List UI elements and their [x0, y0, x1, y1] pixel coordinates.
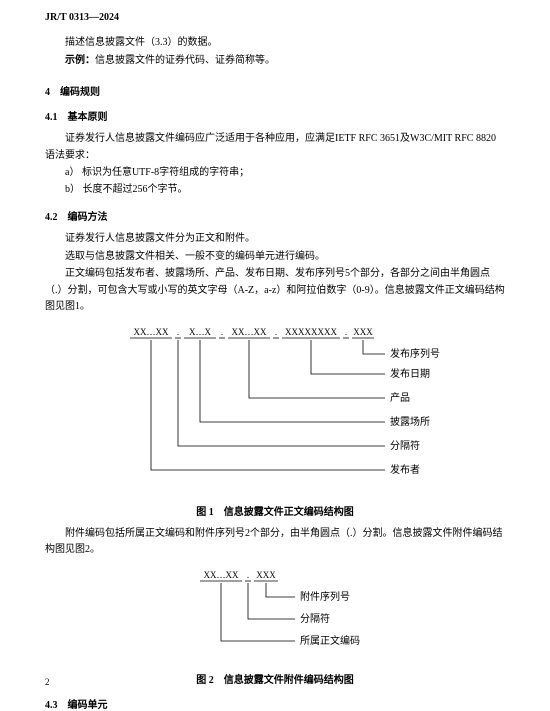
s41-p1: 证券发行人信息披露文件编码应广泛适用于各种应用，应满足IETF RFC 3651… — [45, 131, 505, 164]
fig1-dot4: . — [345, 327, 347, 337]
section-4-num: 4 — [45, 87, 50, 98]
fig1-label-3: 产品 — [390, 391, 410, 404]
section-4-2-heading: 4.2 编码方法 — [45, 208, 505, 223]
fig2-dot: . — [247, 570, 249, 580]
fig1-seg5: XXX — [353, 327, 373, 337]
intro-line: 描述信息披露文件（3.3）的数据。 — [45, 35, 505, 51]
fig1-label-5: 分隔符 — [390, 439, 420, 452]
fig1-label-6: 发布者 — [390, 463, 420, 476]
fig2-seg1: XX…XX — [204, 570, 239, 580]
fig1-dot1: . — [177, 327, 179, 337]
figure-1-svg: XX…XX . X…X . XX…XX . XXXXXXXX . XXX — [110, 324, 440, 494]
page-content: JR/T 0313—2024 描述信息披露文件（3.3）的数据。 示例：信息披露… — [0, 0, 550, 711]
intro-example: 示例：信息披露文件的证券代码、证券简称等。 — [45, 53, 505, 69]
fig1-dot2: . — [221, 327, 223, 337]
figure-2-caption: 图 2 信息披露文件附件编码结构图 — [45, 671, 505, 686]
figure-2-svg: XX…XX . XXX 附件序列号 分隔符 所属正文编码 — [145, 567, 405, 662]
fig1-seg4: XXXXXXXX — [285, 327, 337, 337]
fig2-label-2: 分隔符 — [300, 612, 330, 625]
standard-number: JR/T 0313—2024 — [45, 12, 505, 23]
section-4-3-heading: 4.3 编码单元 — [45, 696, 505, 711]
example-label: 示例： — [65, 55, 95, 66]
section-4-title: 编码规则 — [60, 87, 100, 98]
fig1-seg2: X…X — [189, 327, 211, 337]
section-4-1-num: 4.1 — [45, 112, 58, 123]
section-4-3-num: 4.3 — [45, 700, 58, 711]
section-4-1-heading: 4.1 基本原则 — [45, 108, 505, 123]
fig1-label-2: 发布日期 — [390, 367, 430, 380]
section-4-heading: 4 编码规则 — [45, 83, 505, 98]
s42-p1: 证券发行人信息披露文件分为正文和附件。 — [45, 231, 505, 248]
s42-p3: 正文编码包括发布者、披露场所、产品、发布日期、发布序列号5个部分，各部分之间由半… — [45, 266, 505, 316]
s41-item-b: b） 长度不超过256个字节。 — [45, 182, 505, 198]
s42-p4: 附件编码包括所属正文编码和附件序列号2个部分，由半角圆点（.）分割。信息披露文件… — [45, 526, 505, 559]
fig1-label-4: 披露场所 — [390, 415, 430, 428]
section-4-2-title: 编码方法 — [68, 212, 108, 223]
fig1-seg1: XX…XX — [134, 327, 169, 337]
fig2-label-3: 所属正文编码 — [300, 634, 360, 647]
section-4-1-title: 基本原则 — [68, 112, 108, 123]
figure-1: XX…XX . X…X . XX…XX . XXXXXXXX . XXX — [45, 324, 505, 497]
section-4-2-num: 4.2 — [45, 212, 58, 223]
page-number: 2 — [45, 677, 50, 687]
figure-2: XX…XX . XXX 附件序列号 分隔符 所属正文编码 — [45, 567, 505, 665]
section-4-3-title: 编码单元 — [68, 700, 108, 711]
fig1-dot3: . — [275, 327, 277, 337]
figure-1-caption: 图 1 信息披露文件正文编码结构图 — [45, 503, 505, 518]
fig2-seg2: XXX — [256, 570, 276, 580]
example-text: 信息披露文件的证券代码、证券简称等。 — [95, 55, 275, 66]
fig1-seg3: XX…XX — [232, 327, 267, 337]
fig1-label-1: 发布序列号 — [390, 347, 440, 360]
fig2-label-1: 附件序列号 — [300, 590, 350, 603]
s42-p2: 选取与信息披露文件相关、一般不变的编码单元进行编码。 — [45, 249, 505, 266]
s41-item-a: a） 标识为任意UTF-8字符组成的字符串； — [45, 165, 505, 181]
